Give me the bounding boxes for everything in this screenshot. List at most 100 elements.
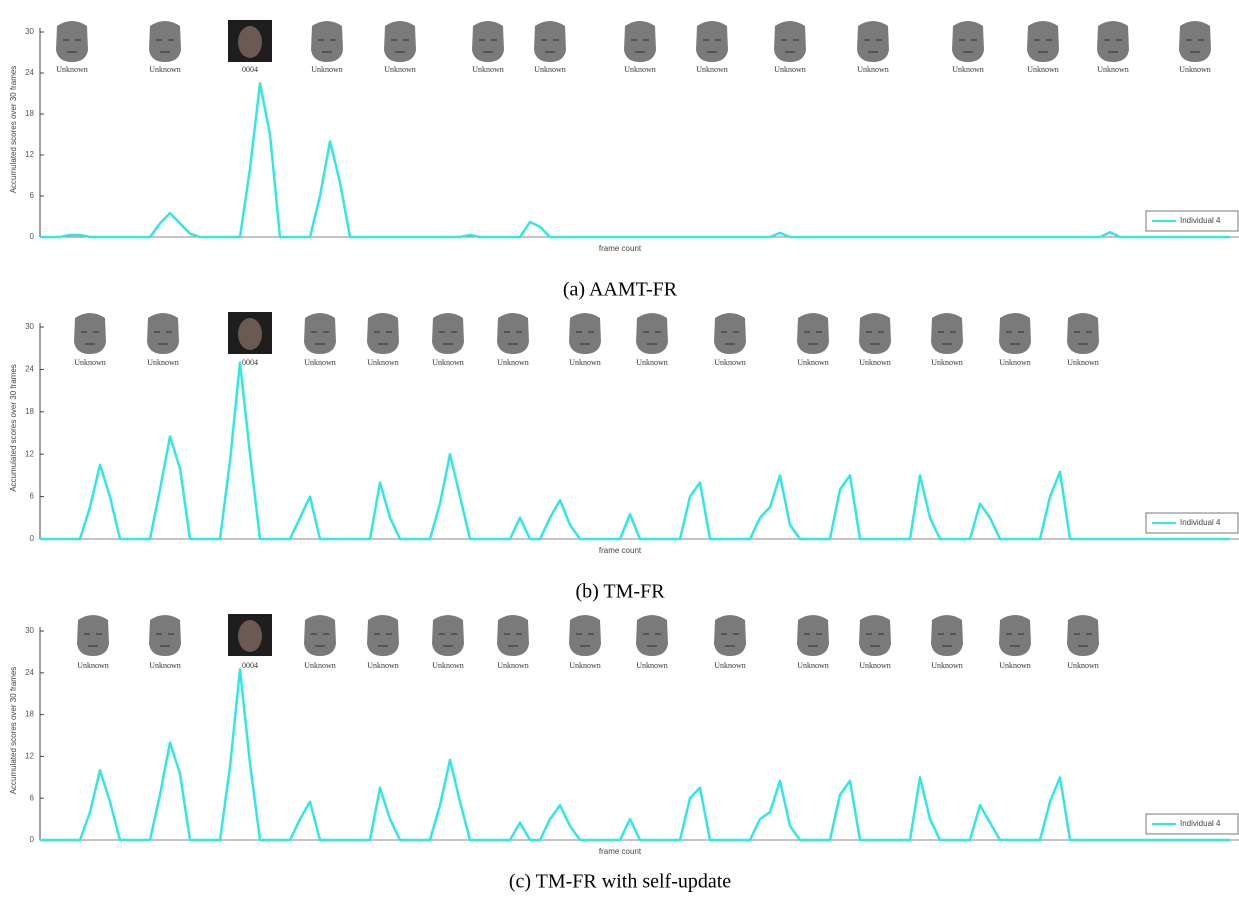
face-image: [569, 313, 601, 354]
face-image-detail: [156, 39, 174, 53]
face-label: Unknown: [624, 65, 656, 74]
face-image-detail: [63, 39, 81, 53]
face-label: Unknown: [74, 358, 106, 367]
face-image: [624, 21, 656, 62]
face-image: [859, 615, 891, 656]
face-label: Unknown: [147, 358, 179, 367]
face-image: [999, 615, 1031, 656]
face-image: [56, 21, 88, 62]
face-image: [797, 615, 829, 656]
face-label: Unknown: [497, 661, 529, 670]
face-label: Unknown: [367, 358, 399, 367]
face-label: 0004: [242, 65, 258, 74]
face-image: [311, 21, 343, 62]
face-image-detail: [504, 633, 522, 647]
face-image-detail: [1074, 331, 1092, 345]
y-tick-label: 18: [25, 407, 34, 416]
face-label: Unknown: [497, 358, 529, 367]
face-image-detail: [804, 331, 822, 345]
face-image: [797, 313, 829, 354]
y-tick-label: 18: [25, 109, 34, 118]
face-label: Unknown: [999, 661, 1031, 670]
face-image-detail: [541, 39, 559, 53]
face-label: Unknown: [931, 661, 963, 670]
face-image-detail: [311, 633, 329, 647]
face-label: Unknown: [432, 358, 464, 367]
x-axis-label: frame count: [599, 546, 642, 555]
face-image-detail: [439, 633, 457, 647]
face-image-detail: [781, 39, 799, 53]
face-image-detail: [959, 39, 977, 53]
face-label: Unknown: [999, 358, 1031, 367]
y-tick-label: 12: [25, 150, 34, 159]
legend-box: [1145, 512, 1239, 534]
face-label: Unknown: [1097, 65, 1129, 74]
y-tick-label: 24: [25, 365, 34, 374]
face-image-detail: [238, 318, 262, 350]
face-image: [367, 313, 399, 354]
face-image-detail: [238, 620, 262, 652]
face-label: Unknown: [857, 65, 889, 74]
face-image-detail: [1006, 633, 1024, 647]
face-image: [149, 21, 181, 62]
face-image-detail: [504, 331, 522, 345]
face-image: [497, 313, 529, 354]
face-image-detail: [721, 331, 739, 345]
face-label: Unknown: [304, 358, 336, 367]
y-tick-label: 6: [30, 191, 35, 200]
face-image: [714, 615, 746, 656]
face-image-detail: [81, 331, 99, 345]
face-image-detail: [1186, 39, 1204, 53]
face-image: [147, 313, 179, 354]
face-image: [714, 313, 746, 354]
face-label: Unknown: [149, 661, 181, 670]
face-image-detail: [1074, 633, 1092, 647]
face-image: [857, 21, 889, 62]
face-label: Unknown: [432, 661, 464, 670]
face-label: Unknown: [367, 661, 399, 670]
face-label: Unknown: [774, 65, 806, 74]
y-tick-label: 6: [30, 492, 35, 501]
face-image-detail: [1006, 331, 1024, 345]
y-tick-label: 30: [25, 322, 34, 331]
face-image-detail: [374, 633, 392, 647]
face-label: Unknown: [636, 661, 668, 670]
face-image-detail: [866, 633, 884, 647]
face-image: [931, 615, 963, 656]
face-image-detail: [154, 331, 172, 345]
face-image: [1097, 21, 1129, 62]
face-image: [304, 313, 336, 354]
face-image-detail: [804, 633, 822, 647]
face-label: Unknown: [714, 358, 746, 367]
face-label: Unknown: [1067, 661, 1099, 670]
face-image: [432, 615, 464, 656]
face-image: [304, 615, 336, 656]
face-label: Unknown: [56, 65, 88, 74]
face-label: Unknown: [1027, 65, 1059, 74]
y-tick-label: 0: [30, 232, 35, 241]
y-tick-label: 0: [30, 534, 35, 543]
face-label: Unknown: [77, 661, 109, 670]
face-image-detail: [866, 331, 884, 345]
legend-box: [1145, 813, 1239, 835]
face-label: Unknown: [304, 661, 336, 670]
face-label: Unknown: [714, 661, 746, 670]
y-tick-label: 24: [25, 68, 34, 77]
face-label: Unknown: [797, 358, 829, 367]
face-image: [1067, 313, 1099, 354]
face-label: Unknown: [311, 65, 343, 74]
face-label: Unknown: [1067, 358, 1099, 367]
y-axis-label: Accumulated scores over 30 frames: [9, 364, 18, 492]
face-image-detail: [238, 26, 262, 58]
face-label: Unknown: [569, 358, 601, 367]
face-label: Unknown: [859, 358, 891, 367]
face-image-detail: [721, 633, 739, 647]
face-image: [569, 615, 601, 656]
face-label: Unknown: [472, 65, 504, 74]
face-label: Unknown: [534, 65, 566, 74]
y-tick-label: 30: [25, 27, 34, 36]
face-image: [77, 615, 109, 656]
x-axis-label: frame count: [599, 244, 642, 253]
face-label: Unknown: [1179, 65, 1211, 74]
